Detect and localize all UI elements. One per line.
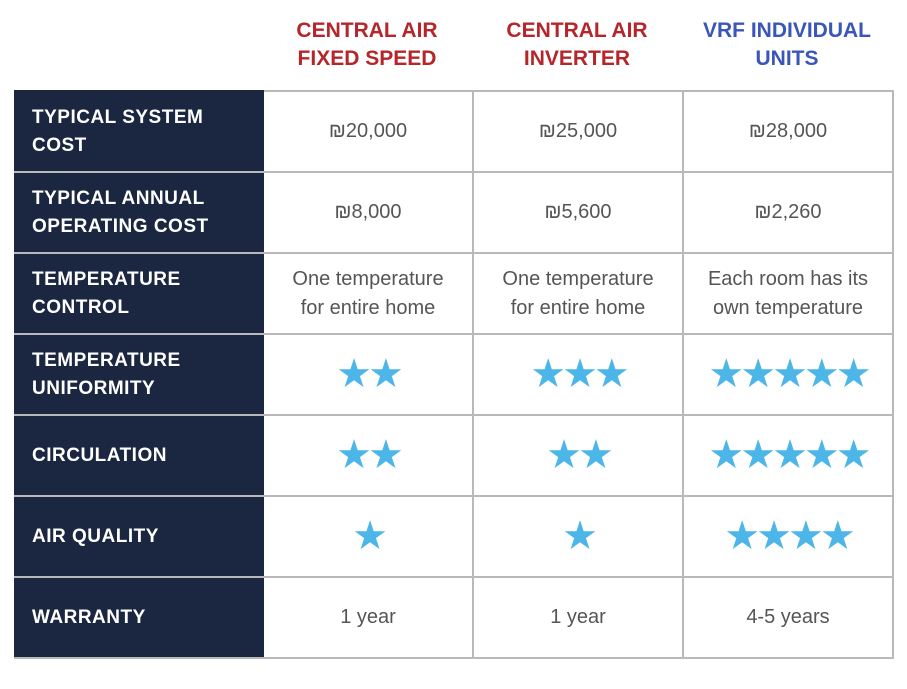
star-icon: ★ xyxy=(724,513,760,558)
star-icon: ★ xyxy=(368,351,404,396)
table-row: TYPICAL SYSTEM COST ₪20,000 ₪25,000 ₪28,… xyxy=(14,90,894,173)
star-icon: ★ xyxy=(803,351,840,396)
table-row: TEMPERATURE CONTROL One temperature for … xyxy=(14,252,894,335)
star-rating-cell: ★★★ xyxy=(472,333,684,416)
star-rating: ★ xyxy=(562,513,598,558)
cell-value: ₪5,600 xyxy=(472,171,684,254)
table-row: WARRANTY 1 year 1 year 4-5 years xyxy=(14,576,894,659)
row-label-air-quality: AIR QUALITY xyxy=(14,495,264,578)
cell-value: 1 year xyxy=(472,576,684,659)
star-rating-cell: ★★ xyxy=(262,333,474,416)
star-icon: ★ xyxy=(708,432,744,477)
row-label-warranty: WARRANTY xyxy=(14,576,264,659)
star-rating: ★★★★★ xyxy=(708,432,872,477)
star-icon: ★ xyxy=(788,513,824,558)
star-icon: ★ xyxy=(562,351,598,396)
star-rating: ★★ xyxy=(336,351,404,396)
star-rating-cell: ★★★★ xyxy=(682,495,894,578)
star-rating: ★ xyxy=(352,513,388,558)
star-icon: ★ xyxy=(352,513,388,558)
star-rating-cell: ★★ xyxy=(262,414,474,497)
row-label-system-cost: TYPICAL SYSTEM COST xyxy=(14,90,264,173)
cell-value: One temperature for entire home xyxy=(472,252,684,335)
star-rating: ★★★★★ xyxy=(708,351,872,396)
cell-value: ₪28,000 xyxy=(682,90,894,173)
star-rating-cell: ★★★★★ xyxy=(682,414,894,497)
column-header-fixed-speed: CENTRAL AIR FIXED SPEED xyxy=(296,19,438,70)
star-icon: ★ xyxy=(562,513,598,558)
cell-value: One temperature for entire home xyxy=(262,252,474,335)
star-icon: ★ xyxy=(819,513,856,558)
star-icon: ★ xyxy=(772,432,808,477)
row-label-temperature-control: TEMPERATURE CONTROL xyxy=(14,252,264,335)
star-icon: ★ xyxy=(803,432,840,477)
cell-value: 1 year xyxy=(262,576,474,659)
star-rating: ★★ xyxy=(546,432,614,477)
star-rating: ★★★ xyxy=(530,351,630,396)
table-row: AIR QUALITY ★ ★ ★★★★ xyxy=(14,495,894,578)
table-row: TYPICAL ANNUAL OPERATING COST ₪8,000 ₪5,… xyxy=(14,171,894,254)
cell-value: ₪2,260 xyxy=(682,171,894,254)
star-rating: ★★ xyxy=(336,432,404,477)
star-rating-cell: ★★ xyxy=(472,414,684,497)
row-label-circulation: CIRCULATION xyxy=(14,414,264,497)
cell-value: 4-5 years xyxy=(682,576,894,659)
table-row: CIRCULATION ★★ ★★ ★★★★★ xyxy=(14,414,894,497)
column-header-inverter: CENTRAL AIR INVERTER xyxy=(506,19,648,70)
star-rating: ★★★★ xyxy=(724,513,856,558)
star-icon: ★ xyxy=(546,432,582,477)
star-icon: ★ xyxy=(336,351,372,396)
star-icon: ★ xyxy=(740,432,776,477)
star-icon: ★ xyxy=(593,351,630,396)
row-label-operating-cost: TYPICAL ANNUAL OPERATING COST xyxy=(14,171,264,254)
star-icon: ★ xyxy=(835,351,872,396)
star-rating-cell: ★ xyxy=(472,495,684,578)
star-icon: ★ xyxy=(756,513,792,558)
comparison-table: TYPICAL SYSTEM COST ₪20,000 ₪25,000 ₪28,… xyxy=(14,90,894,659)
star-icon: ★ xyxy=(336,432,372,477)
star-rating-cell: ★★★★★ xyxy=(682,333,894,416)
cell-value: ₪8,000 xyxy=(262,171,474,254)
star-rating-cell: ★ xyxy=(262,495,474,578)
star-icon: ★ xyxy=(578,432,614,477)
row-label-temperature-uniformity: TEMPERATURE UNIFORMITY xyxy=(14,333,264,416)
column-header-vrf: VRF INDIVIDUAL UNITS xyxy=(703,19,871,70)
star-icon: ★ xyxy=(530,351,566,396)
table-row: TEMPERATURE UNIFORMITY ★★ ★★★ ★★★★★ xyxy=(14,333,894,416)
star-icon: ★ xyxy=(740,351,776,396)
star-icon: ★ xyxy=(708,351,744,396)
star-icon: ★ xyxy=(368,432,404,477)
cell-value: ₪20,000 xyxy=(262,90,474,173)
cell-value: ₪25,000 xyxy=(472,90,684,173)
star-icon: ★ xyxy=(772,351,808,396)
cell-value: Each room has its own temperature xyxy=(682,252,894,335)
star-icon: ★ xyxy=(835,432,872,477)
